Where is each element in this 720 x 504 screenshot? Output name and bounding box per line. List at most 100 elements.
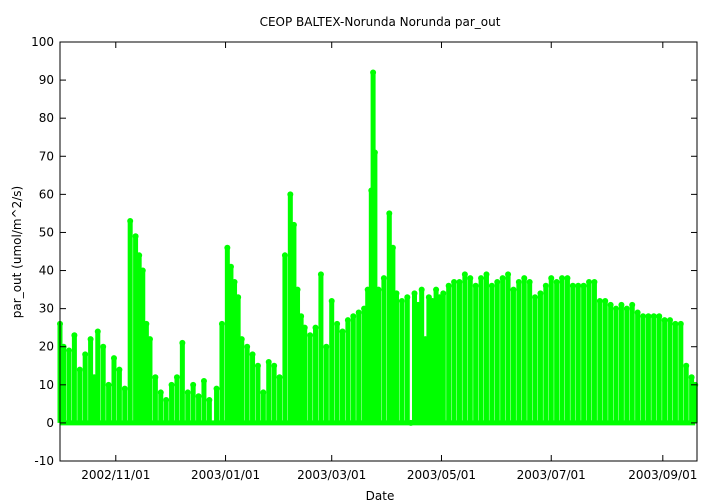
data-point [629,301,636,308]
data-point [526,278,533,285]
data-point [244,343,251,350]
data-point [71,332,78,339]
data-point [499,275,506,282]
data-point [677,320,684,327]
y-tick-label: 90 [39,73,54,87]
data-point [472,282,479,289]
data-point [87,336,94,343]
data-point [542,282,549,289]
data-point [645,313,652,320]
data-point [213,385,220,392]
data-point [456,278,463,285]
data-point [425,294,432,301]
data-point [411,290,418,297]
data-point [227,263,234,270]
data-point [94,328,101,335]
data-point [179,339,186,346]
data-point [334,320,341,327]
data-point [418,286,425,293]
data-point [618,301,625,308]
data-point [380,275,387,282]
y-tick-label: -10 [34,454,54,468]
x-axis: 2002/11/01 2003/01/01 2003/03/01 2003/05/01… [81,42,697,482]
data-point [173,374,180,381]
data-point [532,294,539,301]
data-point [537,290,544,297]
data-point [564,275,571,282]
data-point [323,343,330,350]
x-tick-label: 2003/01/01 [191,468,260,482]
data-point [290,221,297,228]
data-point [206,397,213,404]
data-point [451,278,458,285]
data-point [339,328,346,335]
data-point [350,313,357,320]
data-point [483,271,490,278]
data-point [281,252,288,259]
data-point [580,282,587,289]
data-point [200,378,207,385]
data-point [591,278,598,285]
data-point [265,358,272,365]
y-tick-label: 50 [39,225,54,239]
data-point [190,381,197,388]
data-point [287,191,294,198]
data-point [375,286,382,293]
data-point [121,385,128,392]
data-point [370,69,377,76]
y-tick-label: 60 [39,187,54,201]
data-point [672,320,679,327]
data-point [553,278,560,285]
data-point [100,343,107,350]
data-point [355,309,362,316]
data-point [276,374,283,381]
data-point [505,271,512,278]
data-point [521,275,528,282]
chart-title: CEOP BALTEX-Norunda Norunda par_out [260,15,501,29]
plot-frame [59,41,698,462]
data-point [65,347,72,354]
data-point [404,294,411,301]
data-point [301,324,308,331]
data-point [249,351,256,358]
data-point [328,298,335,305]
data-point [688,374,695,381]
data-point [127,218,134,225]
data-point [515,278,522,285]
x-tick-label: 2003/07/01 [517,468,586,482]
y-tick-label: 30 [39,302,54,316]
data-point [312,324,319,331]
data-point [607,301,614,308]
data-point [82,351,89,358]
data-point [386,210,393,217]
data-point [157,389,164,396]
x-tick-label: 2003/03/01 [297,468,366,482]
data-point [586,278,593,285]
data-point [478,275,485,282]
data-point [683,362,690,369]
data-point [596,298,603,305]
data-point [445,282,452,289]
data-point [116,366,123,373]
y-tick-label: 20 [39,340,54,354]
series-group [57,69,699,426]
data-point [168,381,175,388]
data-point [317,271,324,278]
x-tick-label: 2003/09/01 [628,468,697,482]
data-point [163,397,170,404]
data-point [661,317,668,324]
data-point [105,381,112,388]
data-point [575,282,582,289]
data-point [235,294,242,301]
y-axis: -10 0 10 20 30 40 50 60 70 80 90 100 [31,35,697,468]
data-point [623,305,630,312]
y-axis-label: par_out (umol/m^2/s) [10,186,24,318]
data-point [461,271,468,278]
data-point [467,275,474,282]
data-point [488,282,495,289]
data-point [136,252,143,259]
data-point [231,278,238,285]
data-point [640,313,647,320]
data-point [559,275,566,282]
